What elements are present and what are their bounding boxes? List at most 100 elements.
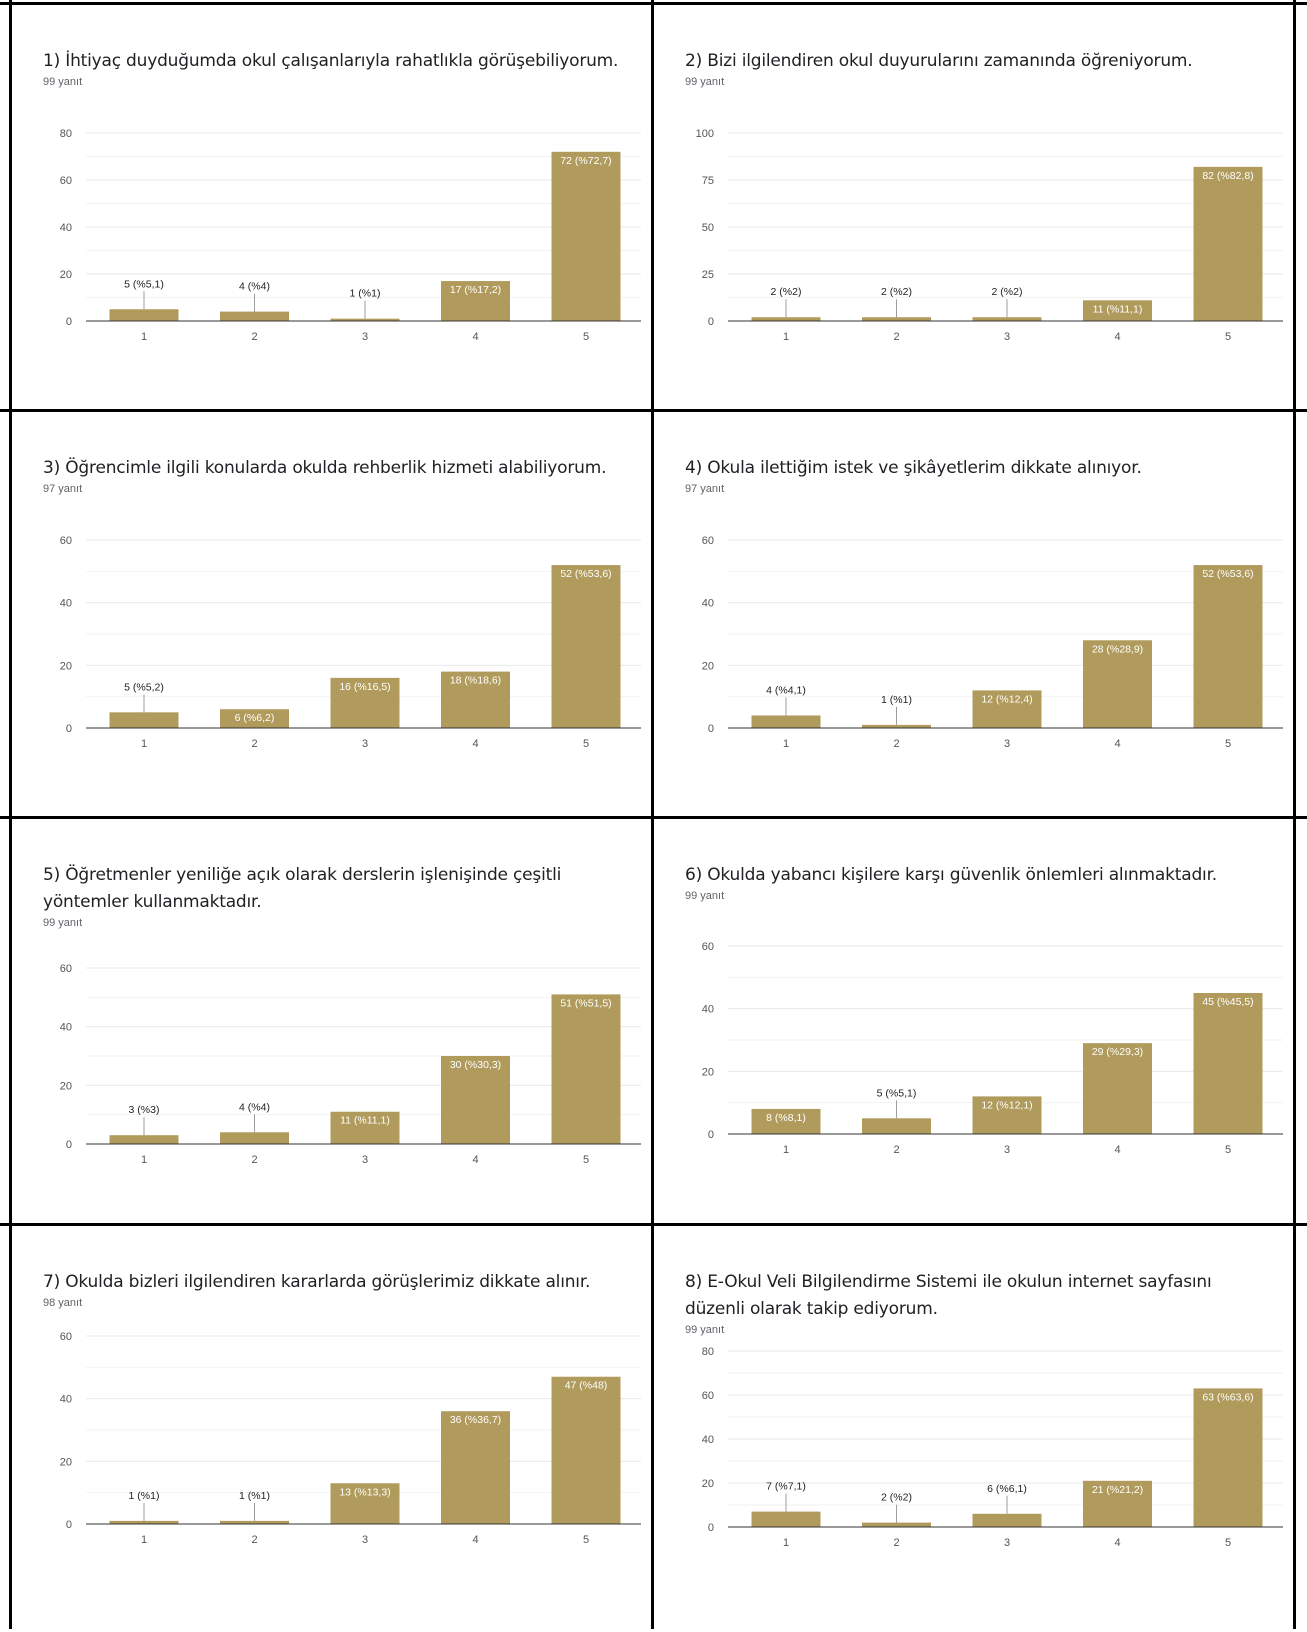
x-tick-label: 2 (893, 1144, 899, 1156)
x-tick-label: 5 (1225, 738, 1231, 750)
y-tick-label: 40 (60, 1394, 72, 1406)
bar-chart: 0 20 40 60 80 5 (%5,1) 1 4 (%4) 2 1 (%1) 3 17 (%17,… (60, 128, 641, 343)
bar (1083, 300, 1152, 321)
x-tick-label: 4 (472, 1534, 478, 1546)
chart-panel-8: 8) E-Okul Veli Bilgilendirme Sistemi ile… (653, 1225, 1295, 1632)
y-tick-label: 40 (60, 222, 72, 234)
data-label: 82 (%82,8) (1202, 170, 1253, 182)
data-label: 11 (%11,1) (340, 1115, 390, 1127)
data-label: 11 (%11,1) (1093, 303, 1143, 315)
x-tick-label: 2 (251, 738, 257, 750)
response-count: 99 yanıt (43, 917, 83, 929)
bar (441, 281, 510, 321)
bar (1193, 166, 1263, 321)
x-tick-label: 2 (893, 738, 899, 750)
x-tick-label: 3 (1004, 1537, 1010, 1549)
data-label: 16 (%16,5) (339, 681, 390, 693)
frame-line (0, 816, 1307, 819)
x-tick-label: 2 (251, 1154, 257, 1166)
x-tick-label: 3 (362, 331, 368, 343)
question-text: 2) Bizi ilgilendiren okul duyurularını z… (685, 51, 1193, 71)
bar (751, 1108, 821, 1134)
bar (220, 1132, 289, 1144)
question-text: 1) İhtiyaç duyduğumda okul çalışanlarıyl… (43, 51, 619, 71)
response-count: 99 yanıt (43, 76, 83, 88)
frame-line (0, 1223, 1307, 1226)
data-label: 2 (%2) (881, 1492, 912, 1504)
bar (1193, 993, 1263, 1134)
chart-panel-3: 3) Öğrencimle ilgili konularda okulda re… (11, 411, 653, 818)
data-label: 12 (%12,1) (981, 1099, 1032, 1111)
question-title: 6) Okulda yabancı kişilere karşı güvenli… (685, 862, 1265, 903)
data-label: 52 (%53,6) (1202, 568, 1253, 580)
bar (862, 317, 931, 321)
data-label: 1 (%1) (350, 288, 381, 300)
data-label: 1 (%1) (239, 1490, 270, 1502)
bar (109, 1135, 179, 1144)
data-label: 13 (%13,3) (339, 1486, 390, 1498)
x-tick-label: 3 (362, 738, 368, 750)
y-tick-label: 0 (708, 1129, 714, 1141)
x-tick-label: 1 (141, 1534, 147, 1546)
chart-panel-7: 7) Okulda bizleri ilgilendiren kararlard… (11, 1225, 653, 1632)
data-label: 6 (%6,2) (235, 712, 275, 724)
x-tick-label: 4 (1114, 738, 1120, 750)
y-tick-label: 40 (702, 598, 714, 610)
response-count: 99 yanıt (685, 76, 725, 88)
bar (109, 309, 179, 321)
data-label: 29 (%29,3) (1092, 1046, 1143, 1058)
data-label: 17 (%17,2) (450, 284, 501, 296)
bar (862, 724, 931, 728)
y-tick-label: 40 (60, 1022, 72, 1034)
data-label: 5 (%5,1) (877, 1087, 917, 1099)
bar (751, 715, 821, 728)
response-count: 99 yanıt (685, 1324, 725, 1336)
frame-line (1293, 0, 1296, 1629)
chart-panel-1: 1) İhtiyaç duyduğumda okul çalışanlarıyl… (11, 4, 653, 411)
y-tick-label: 60 (702, 941, 714, 953)
bar (1193, 565, 1263, 728)
x-tick-label: 5 (583, 331, 589, 343)
x-tick-label: 4 (1114, 1537, 1120, 1549)
x-tick-label: 1 (141, 331, 147, 343)
bar-chart: 0 20 40 60 5 (%5,2) 1 6 (%6,2) 2 16 (%16,5) 3 18 (… (60, 535, 641, 750)
x-tick-label: 5 (1225, 1537, 1231, 1549)
y-tick-label: 20 (702, 1066, 714, 1078)
frame-line (651, 0, 654, 1629)
bar (972, 317, 1042, 321)
bar (330, 677, 400, 728)
bar (220, 1520, 289, 1524)
bar (441, 1056, 510, 1144)
bar-chart: 0 20 40 60 3 (%3) 1 4 (%4) 2 11 (%11,1) 3 30 (%30,… (60, 963, 641, 1166)
frame-line (0, 2, 1307, 5)
question-title: 2) Bizi ilgilendiren okul duyurularını z… (685, 48, 1265, 89)
response-count: 98 yanıt (43, 1297, 83, 1309)
bar (551, 1376, 621, 1524)
question-title: 8) E-Okul Veli Bilgilendirme Sistemi ile… (685, 1269, 1265, 1337)
bar (441, 1411, 510, 1524)
chart-panel-6: 6) Okulda yabancı kişilere karşı güvenli… (653, 818, 1295, 1225)
y-tick-label: 20 (60, 1080, 72, 1092)
data-label: 30 (%30,3) (450, 1059, 501, 1071)
y-tick-label: 60 (60, 175, 72, 187)
response-count: 99 yanıt (685, 890, 725, 902)
data-label: 6 (%6,1) (987, 1483, 1027, 1495)
bar-chart: 0 20 40 60 1 (%1) 1 1 (%1) 2 13 (%13,3) 3 36 (%36,… (60, 1331, 641, 1546)
question-text: 4) Okula ilettiğim istek ve şikâyetlerim… (685, 458, 1142, 478)
x-tick-label: 5 (583, 1534, 589, 1546)
bar-chart: 0 20 40 60 4 (%4,1) 1 1 (%1) 2 12 (%12,4) 3 28 (%2… (702, 535, 1283, 750)
question-text: 3) Öğrencimle ilgili konularda okulda re… (43, 458, 607, 478)
x-tick-label: 1 (783, 738, 789, 750)
x-tick-label: 1 (783, 1537, 789, 1549)
question-text: 8) E-Okul Veli Bilgilendirme Sistemi ile… (685, 1272, 1212, 1319)
chart-panel-2: 2) Bizi ilgilendiren okul duyurularını z… (653, 4, 1295, 411)
x-tick-label: 5 (583, 738, 589, 750)
chart-panel-5: 5) Öğretmenler yeniliğe açık olarak ders… (11, 818, 653, 1225)
x-tick-label: 1 (141, 738, 147, 750)
bar (972, 1513, 1042, 1527)
bar-chart: 0 20 40 60 80 7 (%7,1) 1 2 (%2) 2 6 (%6,1) 3 21 (%2… (702, 1346, 1283, 1549)
data-label: 5 (%5,2) (124, 681, 164, 693)
y-tick-label: 20 (702, 1478, 714, 1490)
x-tick-label: 5 (1225, 1144, 1231, 1156)
y-tick-label: 75 (702, 175, 714, 187)
